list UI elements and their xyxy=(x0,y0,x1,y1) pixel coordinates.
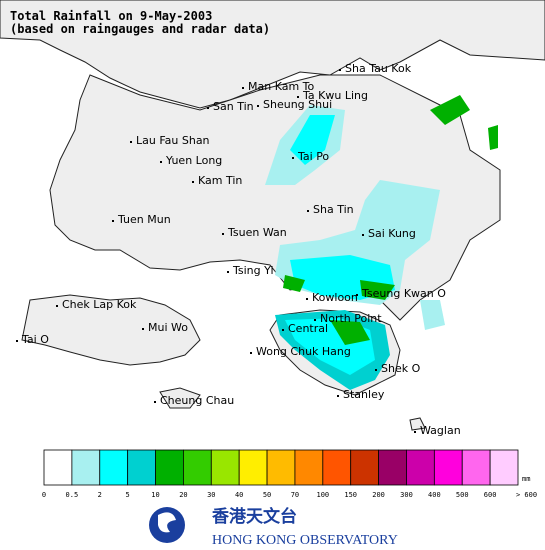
place-marker xyxy=(292,157,294,159)
legend-tick-label: 500 xyxy=(456,491,469,499)
place-marker xyxy=(160,161,162,163)
legend-swatch xyxy=(322,449,352,486)
place-marker xyxy=(257,105,259,107)
legend-unit: mm xyxy=(522,475,530,483)
place-marker xyxy=(222,233,224,235)
legend-tick-label: 300 xyxy=(400,491,413,499)
place-label: Chek Lap Kok xyxy=(62,298,137,311)
place-label: Wong Chuk Hang xyxy=(256,345,351,358)
place-label: Sai Kung xyxy=(368,227,416,240)
place-label: San Tin xyxy=(213,100,254,113)
legend-swatch xyxy=(43,449,73,486)
place-label: Tsing Yi xyxy=(232,264,274,277)
place-marker xyxy=(297,96,299,98)
place-marker xyxy=(130,141,132,143)
legend-tick-label: 70 xyxy=(291,491,299,499)
legend-swatch xyxy=(350,449,379,486)
place-marker xyxy=(192,181,194,183)
place-label: Lau Fau Shan xyxy=(136,134,210,147)
place-marker xyxy=(207,107,209,109)
legend-tick-label: 0.5 xyxy=(66,491,79,499)
place-label: Man Kam To xyxy=(248,80,315,93)
place-marker xyxy=(56,305,58,307)
legend-swatch xyxy=(183,449,212,486)
rainfall-patches xyxy=(265,95,498,390)
legend-tick-label: 150 xyxy=(344,491,357,499)
place-marker xyxy=(362,234,364,236)
logo-chinese: 香港天文台 xyxy=(212,506,297,527)
legend-tick-label: 30 xyxy=(207,491,215,499)
place-label: Ta Kwu Ling xyxy=(302,89,368,102)
legend-swatch xyxy=(378,449,407,486)
subtitle: (based on raingauges and radar data) xyxy=(10,22,270,36)
legend-swatch xyxy=(71,449,101,486)
legend-tick-label: 600 xyxy=(484,491,497,499)
place-marker xyxy=(337,395,339,397)
place-marker xyxy=(242,87,244,89)
place-marker xyxy=(414,431,416,433)
legend-tick-label: 50 xyxy=(263,491,271,499)
place-marker xyxy=(306,298,308,300)
place-marker xyxy=(375,369,377,371)
place-label: Tseung Kwan O xyxy=(361,287,446,300)
legend-tick-label: 0 xyxy=(42,491,46,499)
place-label: Tai Po xyxy=(297,150,329,163)
legend-swatch xyxy=(461,449,491,486)
place-marker xyxy=(307,210,309,212)
place-marker xyxy=(227,271,229,273)
legend-swatch xyxy=(266,449,296,486)
place-label: Waglan xyxy=(420,424,461,437)
place-marker xyxy=(250,352,252,354)
place-label: Stanley xyxy=(343,388,385,401)
place-label: Kam Tin xyxy=(198,174,242,187)
place-label: Central xyxy=(288,322,328,335)
legend-tick-label: 200 xyxy=(372,491,385,499)
legend-tick-label: 100 xyxy=(316,491,329,499)
legend-tick-label: > 600 xyxy=(516,491,537,499)
legend-tick-label: 10 xyxy=(151,491,159,499)
legend-tick-label: 40 xyxy=(235,491,243,499)
place-label: Sheung Shui xyxy=(263,98,332,111)
place-marker xyxy=(154,401,156,403)
title: Total Rainfall on 9-May-2003 xyxy=(10,9,212,23)
legend-tick-label: 20 xyxy=(179,491,187,499)
place-marker xyxy=(314,319,316,321)
place-label: Tsuen Wan xyxy=(227,226,287,239)
legend-tick-label: 400 xyxy=(428,491,441,499)
logo: 香港天文台 HONG KONG OBSERVATORY xyxy=(149,506,398,548)
place-label: Cheung Chau xyxy=(160,394,234,407)
legend: mm 0 0.5 2 5 10 20 30 40 50 70 100 150 200 300 400 500 60… xyxy=(42,449,537,499)
place-label: Yuen Long xyxy=(165,154,222,167)
land xyxy=(0,0,545,431)
place-marker xyxy=(142,328,144,330)
place-marker xyxy=(339,69,341,71)
legend-swatch xyxy=(294,449,324,486)
place-label: Sha Tau Kok xyxy=(345,62,412,75)
place-label: Sha Tin xyxy=(313,203,354,216)
place-marker xyxy=(16,340,18,342)
place-label: Tuen Mun xyxy=(117,213,171,226)
logo-english: HONG KONG OBSERVATORY xyxy=(212,533,398,548)
legend-swatch xyxy=(99,449,129,486)
place-marker xyxy=(282,329,284,331)
legend-swatch xyxy=(238,449,268,486)
place-marker xyxy=(356,294,358,296)
place-label: Mui Wo xyxy=(148,321,188,334)
place-label: North Point xyxy=(320,312,382,325)
logo-swirl xyxy=(158,512,176,533)
place-label: Tai O xyxy=(21,333,49,346)
legend-swatch xyxy=(127,449,156,486)
legend-tick-label: 5 xyxy=(126,491,130,499)
legend-tick-label: 2 xyxy=(98,491,102,499)
legend-swatch xyxy=(433,449,463,486)
legend-swatch xyxy=(489,449,519,486)
place-marker xyxy=(112,220,114,222)
legend-swatch xyxy=(406,449,435,486)
place-label: Shek O xyxy=(381,362,421,375)
place-label: Kowloon xyxy=(312,291,358,304)
legend-swatch xyxy=(155,449,184,486)
legend-swatch xyxy=(210,449,240,486)
